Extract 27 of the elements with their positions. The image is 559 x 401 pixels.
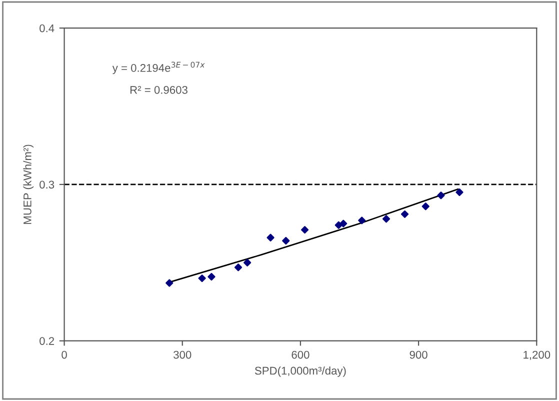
annotation: R² = 0.9603: [130, 86, 188, 94]
point: [244, 258, 252, 266]
x-tick-label: 300: [174, 350, 192, 359]
point: [456, 188, 464, 196]
point: [166, 279, 174, 287]
x-tick-label: 900: [410, 350, 428, 359]
x-tick-label: 600: [292, 350, 310, 359]
y-axis-title: MUEP (kWh/m²): [23, 144, 34, 224]
y-tick-label: 0.2: [40, 337, 54, 345]
point: [422, 202, 430, 210]
point: [266, 234, 274, 242]
point: [340, 220, 348, 228]
point: [234, 264, 242, 272]
point: [282, 236, 290, 245]
point: [300, 226, 309, 234]
x-tick-label: 0: [62, 350, 67, 359]
point: [437, 192, 445, 200]
y-tick-label: 0.4: [40, 24, 54, 32]
point: [358, 216, 366, 224]
point: [208, 272, 216, 281]
point: [382, 215, 390, 223]
point: [198, 274, 206, 282]
point: [400, 210, 409, 218]
y-tick-label: 0.3: [40, 180, 54, 189]
annotation: y = 0.2194e$^{3E−07x}$: [112, 62, 205, 74]
x-tick-label: 1,200: [524, 350, 550, 360]
x-axis-title: SPD(1,000m³/day): [254, 366, 346, 377]
